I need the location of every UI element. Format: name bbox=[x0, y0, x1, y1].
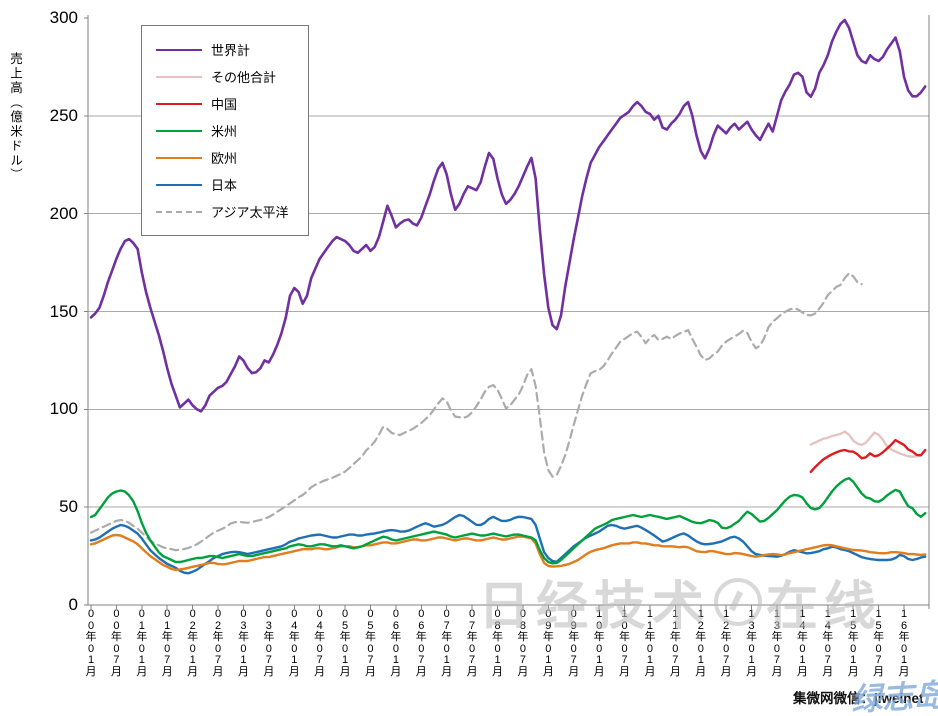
series-line-americas bbox=[89, 477, 927, 565]
y-tick-label: 150 bbox=[49, 301, 78, 321]
legend-swatch-europe bbox=[156, 156, 202, 159]
watermark-text-left: 日经技术 bbox=[478, 578, 711, 636]
legend-item-asia-pacific: アジア太平洋 bbox=[156, 202, 308, 221]
y-tick-label: 250 bbox=[49, 105, 78, 125]
legend-swatch-world-total bbox=[156, 48, 202, 51]
legend-item-japan: 日本 bbox=[156, 175, 308, 194]
legend-label: 日本 bbox=[211, 178, 238, 193]
legend: 世界計その他合計中国米州欧州日本アジア太平洋 bbox=[141, 25, 309, 236]
legend-label: 欧州 bbox=[211, 151, 238, 166]
wechat-credit-text: 集微网微信：jiweinet bbox=[791, 687, 926, 707]
series-line-asia-pacific bbox=[89, 272, 863, 552]
legend-item-americas: 米州 bbox=[156, 121, 308, 140]
legend-swatch-americas bbox=[156, 129, 202, 132]
y-tick-label: 300 bbox=[49, 8, 78, 27]
series-line-europe bbox=[89, 533, 927, 571]
legend-swatch-asia-pacific bbox=[156, 210, 202, 213]
legend-item-europe: 欧州 bbox=[156, 148, 308, 167]
y-tick-label: 0 bbox=[68, 595, 78, 614]
legend-swatch-china bbox=[156, 102, 202, 105]
legend-label: 米州 bbox=[211, 124, 238, 139]
series-line-world-total bbox=[89, 18, 927, 413]
legend-item-others-total: その他合計 bbox=[156, 67, 308, 86]
legend-label: 中国 bbox=[211, 97, 238, 112]
y-tick-label: 200 bbox=[49, 203, 78, 223]
legend-swatch-japan bbox=[156, 183, 202, 186]
watermark-text-right: 在线 bbox=[766, 578, 883, 636]
legend-swatch-others-total bbox=[156, 75, 202, 78]
legend-label: 世界計 bbox=[211, 43, 251, 58]
legend-label: アジア太平洋 bbox=[211, 205, 289, 220]
legend-item-world-total: 世界計 bbox=[156, 40, 308, 59]
y-axis-title: 売上高（億米ドル） bbox=[8, 52, 22, 183]
legend-item-china: 中国 bbox=[156, 94, 308, 113]
signature-watermark: 绿志岛 bbox=[850, 677, 938, 716]
y-tick-label: 100 bbox=[49, 399, 78, 419]
series-line-china bbox=[809, 438, 927, 474]
watermark-nikkei-tech-online: 日经技术 在线 bbox=[478, 564, 882, 639]
circle-logo-icon bbox=[714, 577, 763, 626]
y-tick-label: 50 bbox=[59, 497, 78, 517]
series-line-others-total bbox=[809, 430, 927, 458]
legend-label: その他合計 bbox=[211, 70, 277, 85]
